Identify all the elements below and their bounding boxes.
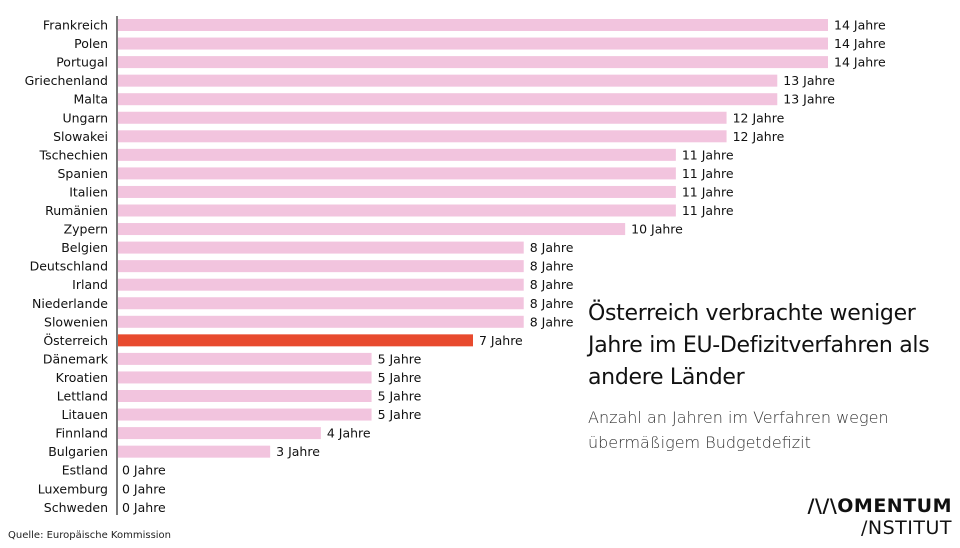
chart-title: Österreich verbrachte weniger Jahre im E…: [588, 301, 930, 390]
category-label: Deutschland: [30, 259, 108, 274]
category-label: Niederlande: [32, 296, 108, 311]
chart-subtitle: Anzahl an Jahren im Verfahren wegen über…: [588, 408, 889, 452]
data-label: 11 Jahre: [682, 147, 734, 162]
bar: [118, 37, 828, 50]
category-label: Zypern: [64, 222, 108, 237]
bar: [118, 167, 676, 180]
bar: [118, 371, 372, 384]
category-label: Kroatien: [56, 370, 108, 385]
bar: [118, 93, 778, 106]
data-label: 14 Jahre: [834, 18, 886, 33]
bar: [118, 185, 676, 198]
category-label: Slowenien: [44, 314, 108, 329]
data-label: 5 Jahre: [378, 370, 422, 385]
bar: [118, 334, 473, 347]
category-label: Italien: [69, 184, 108, 199]
category-label: Dänemark: [43, 351, 109, 366]
data-label: 8 Jahre: [530, 314, 574, 329]
data-label: 8 Jahre: [530, 240, 574, 255]
logo-line-1: /\/\OMENTUM: [807, 495, 952, 517]
bar: [118, 297, 524, 310]
data-label: 14 Jahre: [834, 55, 886, 70]
bar: [118, 130, 727, 143]
category-label: Malta: [74, 92, 108, 107]
bar: [118, 408, 372, 421]
data-label: 0 Jahre: [122, 500, 166, 515]
data-label: 13 Jahre: [783, 92, 835, 107]
category-label: Tschechien: [39, 147, 108, 162]
bar: [118, 204, 676, 217]
category-label: Bulgarien: [48, 444, 108, 459]
data-label: 8 Jahre: [530, 296, 574, 311]
bar: [118, 74, 778, 87]
data-label: 0 Jahre: [122, 463, 166, 478]
category-label: Schweden: [44, 500, 108, 515]
bar: [118, 390, 372, 402]
bar: [118, 223, 626, 236]
data-label: 13 Jahre: [783, 73, 835, 88]
bar: [118, 56, 828, 69]
category-label: Litauen: [61, 407, 108, 422]
category-label: Frankreich: [43, 18, 108, 33]
category-label: Lettland: [57, 389, 108, 404]
category-label: Rumänien: [45, 203, 108, 218]
data-label: 5 Jahre: [378, 389, 422, 404]
bar: [118, 445, 271, 458]
category-label: Portugal: [56, 55, 108, 70]
data-label: 11 Jahre: [682, 166, 734, 181]
data-label: 0 Jahre: [122, 481, 166, 496]
data-label: 4 Jahre: [327, 426, 371, 441]
category-label: Griechenland: [25, 73, 108, 88]
bar: [118, 241, 524, 254]
bar: [118, 315, 524, 328]
data-label: 7 Jahre: [479, 333, 523, 348]
bar: [118, 278, 524, 291]
category-label: Polen: [74, 36, 108, 51]
category-label: Finnland: [55, 426, 108, 441]
bar: [118, 260, 524, 273]
bar: [118, 19, 828, 31]
data-label: 11 Jahre: [682, 184, 734, 199]
logo-line-2: /NSTITUT: [860, 517, 952, 539]
category-label: Ungarn: [62, 110, 108, 125]
data-label: 5 Jahre: [378, 407, 422, 422]
momentum-institut-logo: /\/\OMENTUM /NSTITUT: [790, 495, 952, 539]
category-label: Österreich: [43, 332, 108, 348]
data-label: 3 Jahre: [276, 444, 320, 459]
bar: [118, 427, 321, 440]
category-label: Belgien: [61, 240, 108, 255]
bar: [118, 148, 676, 161]
data-label: 8 Jahre: [530, 259, 574, 274]
data-label: 14 Jahre: [834, 36, 886, 51]
data-label: 12 Jahre: [733, 110, 785, 125]
category-label: Spanien: [57, 166, 108, 181]
source-note: Quelle: Europäische Kommission: [8, 530, 172, 541]
data-label: 12 Jahre: [733, 129, 785, 144]
data-label: 11 Jahre: [682, 203, 734, 218]
category-label: Estland: [62, 463, 108, 478]
category-label: Luxemburg: [38, 481, 108, 496]
category-label: Irland: [72, 277, 108, 292]
data-label: 8 Jahre: [530, 277, 574, 292]
data-label: 5 Jahre: [378, 351, 422, 366]
bar: [118, 111, 727, 124]
data-label: 10 Jahre: [631, 222, 683, 237]
category-label: Slowakei: [53, 129, 108, 144]
bar: [118, 352, 372, 365]
